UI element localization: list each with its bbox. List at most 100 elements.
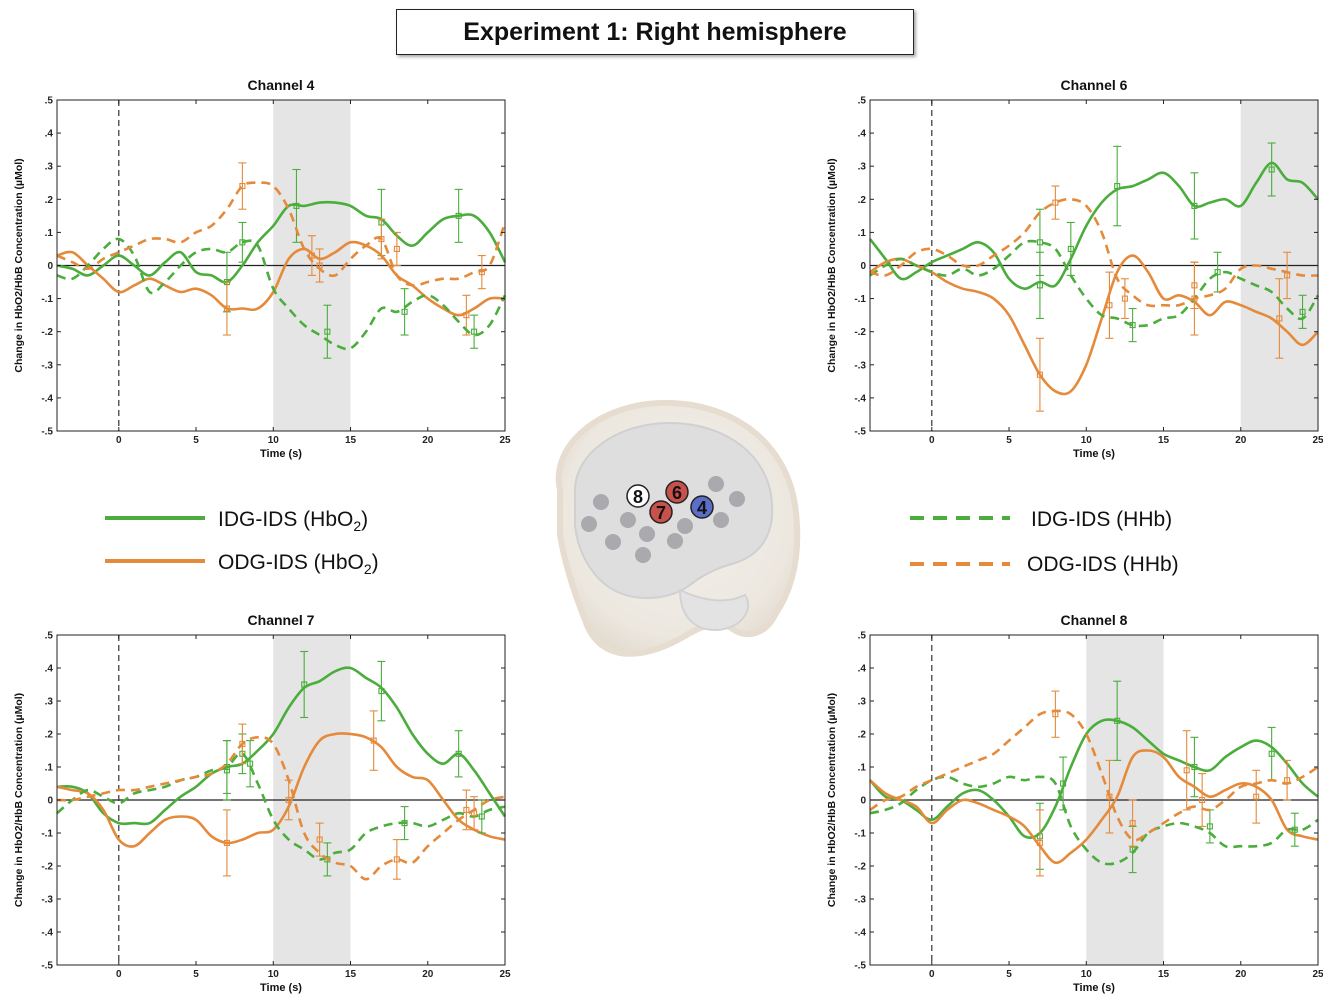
optode-unlabeled — [677, 518, 693, 534]
x-tick-label: 15 — [1158, 435, 1170, 446]
y-tick-label: -.1 — [854, 294, 866, 305]
y-tick-label: -.4 — [854, 928, 866, 939]
data-marker — [1036, 282, 1043, 289]
x-tick-label: 25 — [499, 435, 511, 446]
svg-text:7: 7 — [656, 503, 666, 523]
data-marker — [401, 820, 408, 827]
x-tick-label: 25 — [499, 969, 511, 980]
data-marker — [1060, 780, 1067, 787]
y-tick-label: .2 — [45, 730, 54, 741]
optode-unlabeled — [635, 547, 651, 563]
series-line — [56, 240, 506, 317]
data-marker — [378, 235, 385, 243]
y-tick-label: .1 — [858, 763, 867, 774]
series-line — [56, 200, 507, 284]
data-marker — [1284, 777, 1291, 784]
legend-label-idg-hhb: IDG-IDS (HHb) — [1031, 508, 1172, 531]
data-marker — [293, 202, 300, 209]
data-marker — [1129, 846, 1136, 853]
y-tick-label: .3 — [858, 162, 867, 173]
data-marker — [1129, 322, 1136, 329]
data-marker — [1191, 202, 1198, 209]
legend-label-odg-hhb: ODG-IDS (HHb) — [1027, 553, 1179, 576]
x-tick-label: 20 — [422, 435, 434, 446]
x-tick-label: 10 — [268, 969, 280, 980]
data-marker — [1036, 839, 1043, 846]
series-line — [868, 161, 1319, 290]
optode-unlabeled — [593, 494, 609, 510]
series-line — [56, 752, 506, 861]
optode-unlabeled — [605, 534, 621, 550]
data-marker — [1191, 282, 1198, 289]
data-marker — [401, 308, 408, 315]
x-tick-label: 5 — [1006, 435, 1012, 446]
optode-unlabeled — [729, 491, 745, 507]
data-marker — [1206, 823, 1213, 830]
x-tick-label: 0 — [929, 969, 935, 980]
data-marker — [1036, 239, 1043, 246]
data-marker — [370, 737, 377, 744]
data-marker — [1276, 315, 1283, 322]
series-line — [56, 735, 506, 881]
legend-hhb: IDG-IDS (HHb) ODG-IDS (HHb) — [910, 508, 1179, 576]
data-marker — [1052, 711, 1059, 718]
y-tick-label: .3 — [858, 697, 867, 708]
y-tick-label: .5 — [45, 631, 54, 642]
data-marker — [1284, 272, 1291, 279]
optode-unlabeled — [639, 526, 655, 542]
y-tick-label: -.5 — [854, 961, 866, 972]
data-marker — [1129, 820, 1136, 827]
x-axis-label: Time (s) — [1073, 448, 1115, 460]
y-tick-label: -.2 — [41, 862, 53, 873]
data-marker — [1253, 793, 1260, 800]
data-marker — [1191, 763, 1198, 771]
data-marker — [1291, 826, 1298, 833]
data-marker — [1114, 183, 1121, 190]
x-tick-label: 15 — [345, 435, 357, 446]
data-marker — [247, 760, 254, 767]
y-tick-label: -.3 — [41, 360, 53, 371]
x-tick-label: 20 — [1235, 435, 1247, 446]
optode-unlabeled — [708, 476, 724, 492]
optode-7: 7 — [649, 500, 673, 524]
data-marker — [239, 740, 246, 747]
chart-title: Channel 8 — [1061, 612, 1128, 628]
y-tick-label: -.5 — [854, 427, 866, 438]
y-tick-label: -.2 — [41, 327, 53, 338]
data-marker — [316, 262, 323, 269]
data-marker — [1052, 199, 1059, 206]
x-tick-label: 5 — [1006, 969, 1012, 980]
chart-channel-7: Channel 7 .5 .4 .3 .2 .1 0 -.1 -.2 -.3 -.4 -.5 0 5 10 1… — [13, 612, 511, 994]
data-marker — [463, 312, 470, 319]
series-line — [56, 732, 506, 848]
series-line — [56, 181, 507, 287]
data-marker — [1067, 245, 1074, 252]
cerebellum-shape — [678, 588, 750, 632]
data-marker — [1199, 796, 1206, 804]
y-tick-label: -.5 — [41, 961, 53, 972]
series-line — [869, 718, 1319, 840]
data-marker — [455, 212, 462, 219]
series-line — [869, 254, 1319, 396]
y-axis-label: Change in HbO2/HbB Concentration (µMol) — [826, 158, 838, 372]
optode-unlabeled — [713, 512, 729, 528]
data-marker — [1183, 767, 1190, 774]
data-marker — [463, 806, 470, 813]
y-tick-label: 0 — [860, 796, 866, 807]
x-tick-label: 0 — [116, 969, 122, 980]
optode-unlabeled — [581, 516, 597, 532]
y-tick-label: .2 — [45, 195, 54, 206]
brain-shape — [574, 421, 774, 599]
data-marker — [223, 305, 230, 312]
y-tick-label: -.1 — [41, 829, 53, 840]
series-line — [56, 666, 507, 826]
x-tick-label: 15 — [345, 969, 357, 980]
y-axis-label: Change in HbO2/HbB Concentration (µMol) — [826, 693, 838, 907]
y-tick-label: -.1 — [854, 829, 866, 840]
y-tick-label: -.2 — [854, 862, 866, 873]
data-marker — [301, 681, 308, 688]
x-axis-label: Time (s) — [260, 982, 302, 994]
x-tick-label: 5 — [193, 969, 199, 980]
x-tick-label: 10 — [1081, 969, 1093, 980]
y-tick-label: .1 — [45, 228, 54, 239]
